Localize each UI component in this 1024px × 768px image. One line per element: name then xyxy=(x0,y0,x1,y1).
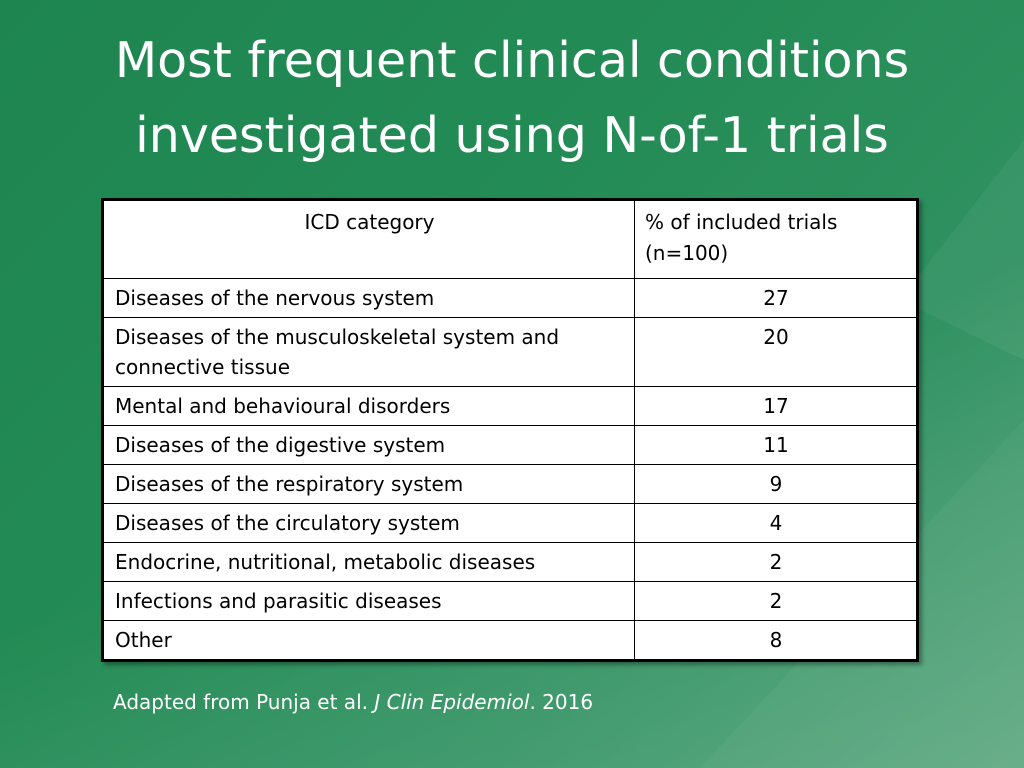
row-category: Infections and parasitic diseases xyxy=(103,581,635,621)
table-row: Diseases of the respiratory system 9 xyxy=(103,464,917,504)
row-category: Mental and behavioural disorders xyxy=(103,386,635,426)
row-category: Diseases of the digestive system xyxy=(103,425,635,465)
table-row: Diseases of the nervous system 27 xyxy=(103,278,917,318)
source-caption: Adapted from Punja et al. J Clin Epidemi… xyxy=(113,690,593,714)
slide-title: Most frequent clinical conditions invest… xyxy=(0,24,1024,174)
header-percent-line-1: % of included trials xyxy=(645,210,838,234)
table-row: Diseases of the digestive system 11 xyxy=(103,425,917,465)
row-category: Diseases of the nervous system xyxy=(103,278,635,318)
header-percent-line-2: (n=100) xyxy=(645,241,729,265)
caption-journal: J Clin Epidemiol xyxy=(374,690,530,714)
row-percent: 4 xyxy=(634,503,917,543)
row-category: Other xyxy=(103,620,635,660)
row-percent: 17 xyxy=(634,386,917,426)
icd-table: ICD category % of included trials (n=100)… xyxy=(103,200,917,660)
row-category: Diseases of the circulatory system xyxy=(103,503,635,543)
icd-table-container: ICD category % of included trials (n=100)… xyxy=(101,198,919,662)
row-percent: 20 xyxy=(634,317,917,387)
row-category: Diseases of the musculoskeletal system a… xyxy=(103,317,635,387)
row-category: Endocrine, nutritional, metabolic diseas… xyxy=(103,542,635,582)
row-percent: 11 xyxy=(634,425,917,465)
row-category: Diseases of the respiratory system xyxy=(103,464,635,504)
table-row: Other 8 xyxy=(103,620,917,660)
row-percent: 9 xyxy=(634,464,917,504)
table-header-row: ICD category % of included trials (n=100) xyxy=(103,200,917,279)
header-percent-trials: % of included trials (n=100) xyxy=(634,200,917,279)
row-percent: 2 xyxy=(634,581,917,621)
row-percent: 27 xyxy=(634,278,917,318)
table-row: Mental and behavioural disorders 17 xyxy=(103,386,917,426)
slide-title-line-1: Most frequent clinical conditions xyxy=(114,32,910,89)
row-percent: 8 xyxy=(634,620,917,660)
slide-title-line-2: investigated using N-of-1 trials xyxy=(135,106,889,164)
table-row: Infections and parasitic diseases 2 xyxy=(103,581,917,621)
table-row: Endocrine, nutritional, metabolic diseas… xyxy=(103,542,917,582)
header-icd-category: ICD category xyxy=(103,200,635,279)
table-row: Diseases of the musculoskeletal system a… xyxy=(103,317,917,387)
row-category-text: Diseases of the musculoskeletal system a… xyxy=(115,325,560,379)
table-row: Diseases of the circulatory system 4 xyxy=(103,503,917,543)
row-percent: 2 xyxy=(634,542,917,582)
caption-suffix: . 2016 xyxy=(529,690,594,714)
caption-prefix: Adapted from Punja et al. xyxy=(113,690,375,714)
